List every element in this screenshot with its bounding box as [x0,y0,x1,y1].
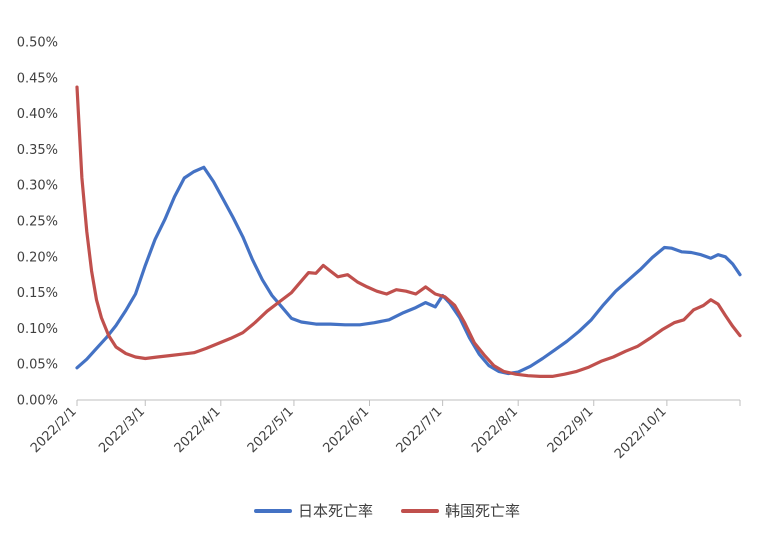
y-tick-label: 0.30% [17,179,58,194]
x-tick-label: 2022/7/1 [394,404,446,456]
x-tick-label: 2022/8/1 [469,404,521,456]
x-axis: 2022/2/1 2022/3/1 2022/4/1 2022/5/1 2022/6/1… [28,399,741,462]
y-tick-label: 0.25% [17,215,58,230]
legend-label-korea: 韩国死亡率 [445,502,521,520]
y-tick-label: 0.20% [17,250,58,265]
x-tick-label: 2022/9/1 [545,404,597,456]
legend-swatch-japan [253,508,292,513]
legend-item-japan: 日本死亡率 [253,500,373,521]
x-tick-label: 2022/10/1 [612,404,670,462]
y-axis-labels: 0.00% 0.05% 0.10% 0.15% 0.20% 0.25% 0.30% 0.35%… [17,36,58,409]
series-lines [75,85,742,378]
x-tick-label: 2022/6/1 [320,404,372,456]
x-tick-label: 2022/3/1 [96,404,148,456]
legend: 日本死亡率 韩国死亡率 [0,500,774,521]
legend-swatch-korea [401,508,439,513]
y-tick-label: 0.05% [17,358,58,373]
series-line-korea [75,85,742,378]
y-tick-label: 0.15% [17,286,58,301]
y-tick-label: 0.40% [17,107,58,122]
legend-item-korea: 韩国死亡率 [401,500,520,521]
x-tick-label: 2022/2/1 [28,404,80,456]
y-tick-label: 0.45% [17,71,58,86]
y-tick-label: 0.50% [17,36,58,51]
y-tick-label: 0.35% [17,143,58,158]
series-line-japan [75,165,742,376]
x-tick-label: 2022/5/1 [245,404,297,456]
legend-label-japan: 日本死亡率 [297,502,373,520]
y-tick-label: 0.10% [17,322,58,337]
x-tick-label: 2022/4/1 [172,404,224,456]
y-tick-label: 0.00% [17,394,58,409]
